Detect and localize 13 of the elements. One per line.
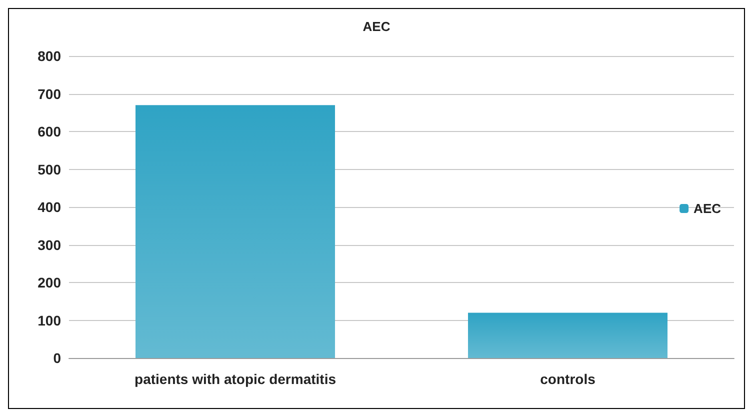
y-tick-label: 800 <box>38 48 62 64</box>
chart-title: AEC <box>362 19 391 34</box>
legend-label: AEC <box>694 201 722 216</box>
y-tick-label: 700 <box>38 86 62 102</box>
y-tick-label: 400 <box>38 199 62 215</box>
y-tick-label: 600 <box>38 124 62 140</box>
x-tick-label: patients with atopic dermatitis <box>134 371 336 387</box>
y-tick-label: 0 <box>53 350 62 366</box>
x-tick-label: controls <box>540 371 596 387</box>
y-tick-label: 500 <box>38 161 62 178</box>
y-tick-label: 100 <box>38 312 62 328</box>
y-tick-label: 200 <box>38 274 62 290</box>
y-tick-label: 300 <box>38 236 62 253</box>
